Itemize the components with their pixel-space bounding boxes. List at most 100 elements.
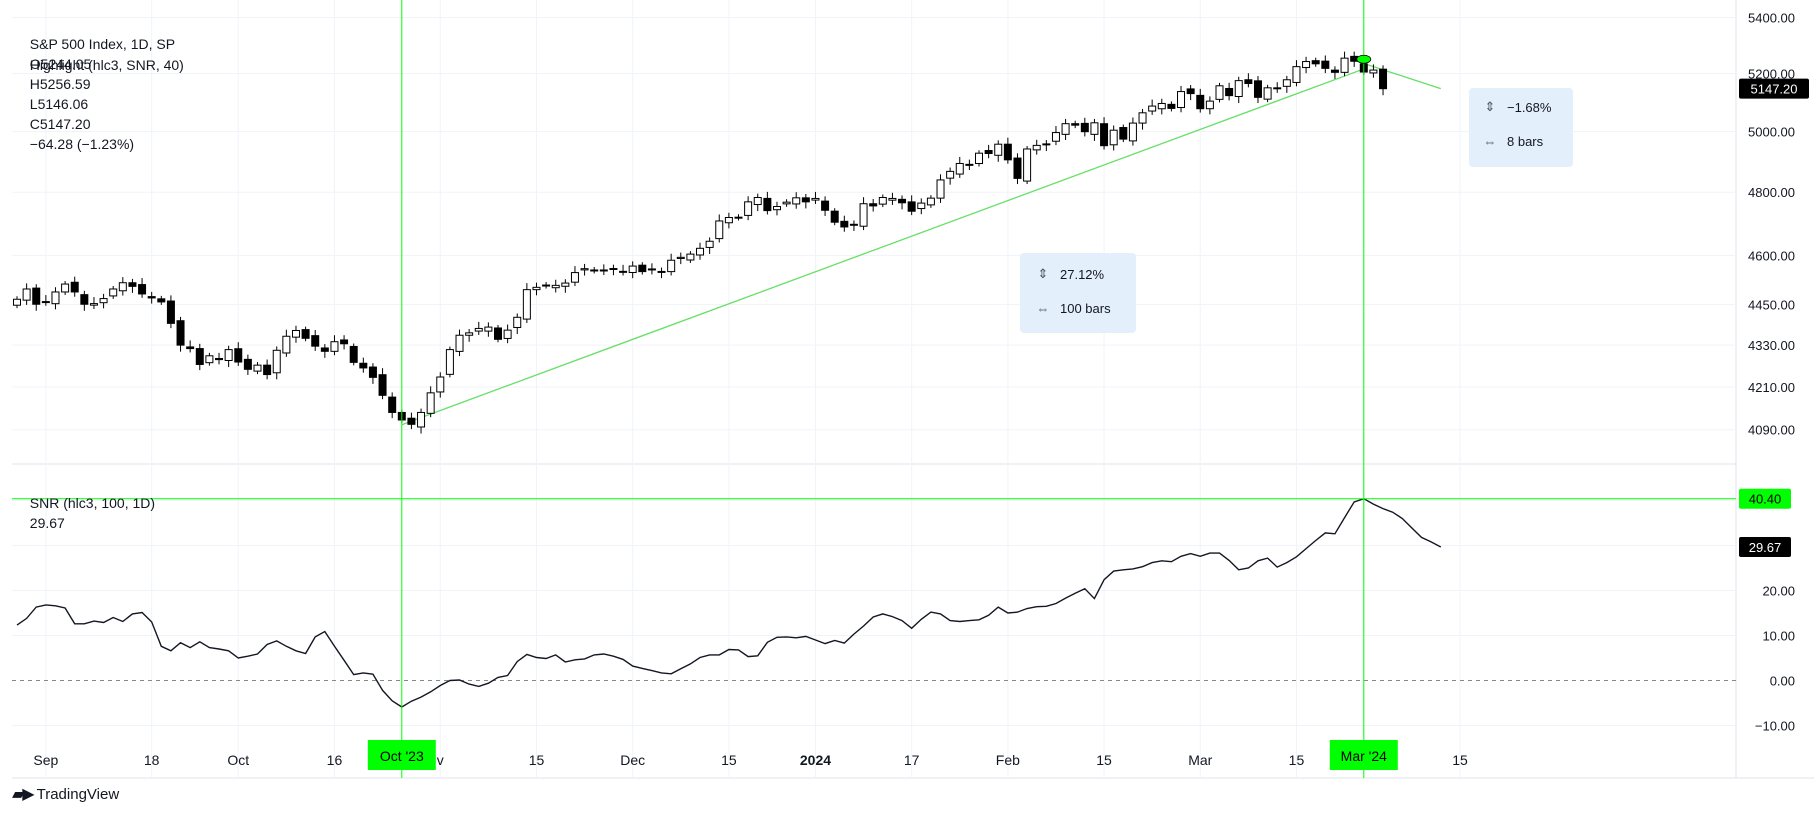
time-tick-label: Mar [1188,752,1212,768]
candle-body [70,281,79,293]
candle-body [1234,80,1243,98]
candle-body [647,268,656,271]
measure-box-1[interactable]: ⇕ 27.12% ⇔ 100 bars [1020,253,1136,333]
time-tick-label: 15 [721,752,737,768]
open-value: O5244.05 [29,56,92,72]
candle-body [811,197,820,201]
candle-body [1090,122,1099,135]
candle-body [282,335,291,354]
candle-body [513,316,522,328]
price-tick-label: 5000.00 [1748,125,1795,140]
time-tick-label: 18 [144,752,160,768]
candle-body [878,197,887,205]
time-tick-label: Oct [227,752,249,768]
candle-body [157,298,166,303]
candle-body [205,355,214,364]
candle-body [619,270,628,273]
candle-body [1186,88,1195,95]
candle-body [1109,129,1118,146]
last-price-label-bg [1739,78,1809,99]
measure-box-2[interactable]: ⇕ −1.68% ⇔ 8 bars [1469,88,1573,167]
tradingview-logo[interactable]: ▰▶ TradingView [12,784,119,804]
time-tick-label: v [437,752,444,768]
candle-body [599,269,608,272]
candle-body [888,197,897,201]
candle-body [291,329,300,338]
indicator-title[interactable]: Highlight (hlc3, SNR, 40) [29,57,184,73]
price-tick-label: 4210.00 [1748,380,1795,395]
candle-body [946,170,955,179]
candle-body [570,272,579,283]
price-tick-label: 4090.00 [1748,423,1795,438]
candle-body [734,216,743,219]
bar-range-icon: ⇔ [1483,134,1497,149]
candle-body [1148,105,1157,112]
candle-body [263,364,272,376]
price-tick-label: 5400.00 [1748,10,1795,25]
osc-level-label-bg [1739,488,1791,509]
osc-tick-label: 20.00 [1762,584,1795,599]
candle-body [417,411,426,428]
measure-1-pct: 27.12% [1060,266,1105,282]
candle-body [1167,103,1176,109]
candle-body [474,327,483,332]
candle-body [1128,122,1137,142]
candle-body [147,296,156,299]
candle-body [628,265,637,273]
candle-body [907,201,916,212]
price-tick-label: 4600.00 [1748,248,1795,263]
candle-body [1177,91,1186,109]
candle-body [609,268,618,271]
candle-body [744,201,753,216]
time-tick-label: 17 [904,752,920,768]
oscillator-legend[interactable]: SNR (hlc3, 100, 1D) 29.67 [22,473,161,533]
candle-body [1321,60,1330,69]
price-tick-label: 5200.00 [1748,66,1795,81]
candle-body [445,349,454,375]
candle-body [118,282,127,292]
candle-body [1311,60,1320,65]
candle-body [792,197,801,205]
candle-body [1157,102,1166,110]
price-axis[interactable]: 5400.00 5200.00 5000.00 4800.00 4600.00 4450.… [1739,10,1809,557]
candle-body [109,288,118,297]
bar-range-icon: ⇔ [1036,301,1050,316]
candle-body [1302,61,1311,69]
time-tick-label: 15 [1289,752,1305,768]
candle-body [186,346,195,350]
candle-body [551,284,560,289]
indicator-legend[interactable]: Highlight (hlc3, SNR, 40) [22,35,190,75]
candle-body [657,270,666,273]
candle-body [340,339,349,345]
candle-body [243,358,252,370]
candle-body [638,264,647,273]
brand-name: TradingView [36,785,120,803]
candle-body [532,286,541,291]
candle-body [80,294,89,305]
candle-body [234,348,243,363]
candle-body [359,362,368,369]
time-highlight-1-bg [367,740,436,770]
osc-level-label: 40.40 [1749,492,1782,507]
trendlines [401,62,1441,426]
candle-body [696,247,705,256]
candle-body [128,282,137,287]
osc-tick-label: −10.00 [1755,719,1795,734]
time-axis[interactable]: Sep18Oct16v15Dec15202417Feb15Mar15Apr15O… [33,740,1468,770]
osc-last-label-bg [1739,536,1791,557]
candle-body [32,287,41,305]
time-tick-label: 16 [327,752,343,768]
osc-last-label: 29.67 [1749,540,1782,555]
oscillator-title[interactable]: SNR (hlc3, 100, 1D) [29,495,156,511]
time-tick-label: Dec [620,752,645,768]
symbol-title[interactable]: S&P 500 Index, 1D, SP [29,36,176,52]
candle-body [753,197,762,206]
oscillator-axis[interactable]: 20.00 10.00 0.00 −10.00 [1755,584,1795,734]
candle-body [195,348,204,365]
candle-body [407,417,416,425]
candle-body [1196,94,1205,110]
candle-body [965,163,974,166]
tradingview-logo-icon: ▰▶ [12,786,35,803]
candle-body [301,329,310,339]
